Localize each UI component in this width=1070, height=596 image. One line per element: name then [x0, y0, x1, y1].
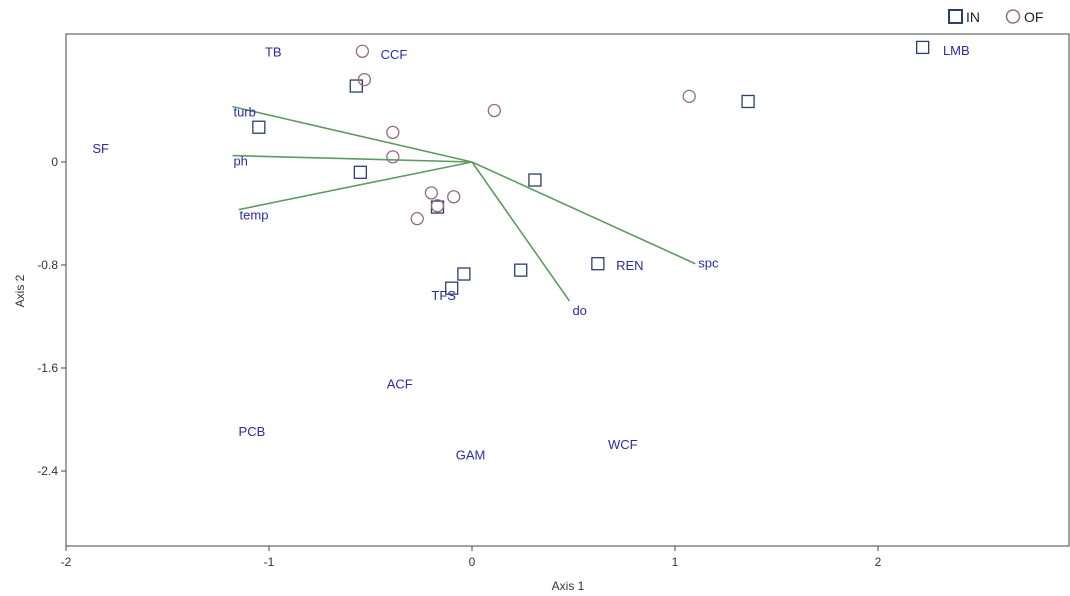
point-of: [386, 150, 400, 164]
vector-label-temp: temp: [240, 208, 269, 223]
vector-line-do: [471, 161, 571, 302]
point-of: [447, 190, 461, 204]
vector-line-ph: [232, 154, 473, 163]
x-tick-label: -1: [264, 555, 275, 569]
y-tick-label: -1.6: [37, 361, 58, 375]
species-label-ren: REN: [616, 258, 643, 273]
legend-label-in: IN: [966, 9, 980, 25]
species-label-gam: GAM: [456, 447, 486, 462]
point-of: [410, 211, 424, 226]
legend: IN OF: [948, 9, 1043, 25]
point-of: [430, 199, 445, 213]
y-tick-label: -0.8: [37, 258, 58, 272]
vector-label-ph: ph: [233, 154, 247, 169]
vector-line-temp: [238, 161, 473, 211]
vector-label-do: do: [572, 303, 586, 318]
point-in: [741, 94, 755, 109]
point-of: [357, 72, 372, 87]
y-tick-label: 0: [51, 155, 58, 169]
point-in: [252, 120, 266, 134]
vector-line-spc: [471, 161, 696, 265]
point-in: [353, 165, 368, 179]
species-label-ccf: CCF: [381, 47, 408, 62]
point-in: [457, 267, 471, 281]
legend-square-marker: [948, 9, 963, 24]
legend-label-of: OF: [1024, 9, 1043, 25]
x-tick-label: 1: [672, 555, 679, 569]
vector-line-turb: [232, 105, 473, 163]
species-label-lmb: LMB: [943, 43, 970, 58]
point-in: [514, 263, 528, 277]
x-tick-label: 2: [875, 555, 882, 569]
x-tick-label: 0: [469, 555, 476, 569]
plot-frame: [65, 33, 1070, 547]
y-axis-ticks: 0 -0.8 -1.6 -2.4: [37, 155, 66, 478]
point-in: [916, 40, 930, 55]
species-labels: SF TB CCF LMB REN TFS ACF PCB GAM WCF: [92, 43, 969, 462]
point-of: [682, 89, 696, 103]
species-label-pcb: PCB: [239, 424, 266, 439]
y-tick-label: -2.4: [37, 464, 58, 478]
point-in: [528, 173, 542, 187]
species-label-tb: TB: [265, 44, 282, 59]
species-label-acf: ACF: [387, 377, 413, 392]
x-tick-label: -2: [61, 555, 72, 569]
point-in: [349, 79, 363, 93]
point-in: [591, 257, 605, 271]
point-of: [386, 125, 400, 140]
vector-label-turb: turb: [233, 105, 255, 120]
x-axis-label: Axis 1: [552, 579, 585, 593]
species-label-sf: SF: [92, 141, 109, 156]
species-label-wcf: WCF: [608, 437, 638, 452]
point-of: [424, 186, 439, 200]
vector-label-spc: spc: [698, 256, 719, 271]
point-of: [487, 103, 501, 118]
y-axis-label: Axis 2: [13, 274, 27, 307]
point-of: [355, 44, 370, 58]
point-in: [445, 281, 459, 295]
environmental-vectors: turb ph temp do spc: [232, 105, 719, 318]
sample-points: [252, 40, 930, 295]
x-axis-ticks: -2 -1 0 1 2: [61, 546, 882, 569]
legend-circle-marker: [1005, 9, 1021, 24]
species-label-tfs: TFS: [431, 288, 456, 303]
